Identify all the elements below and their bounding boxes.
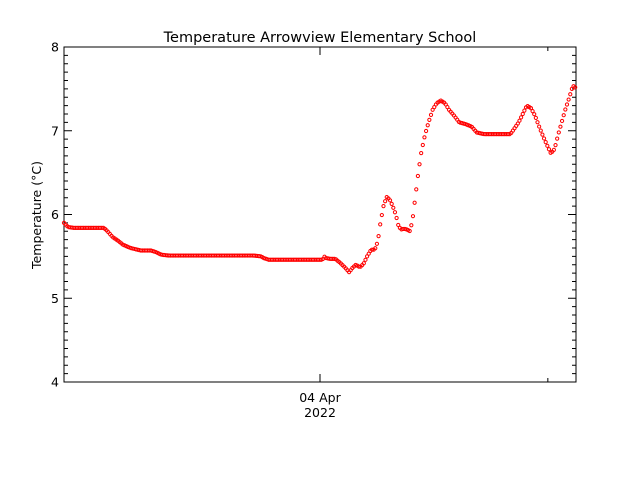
data-point xyxy=(423,128,429,134)
data-point xyxy=(374,241,380,246)
data-point xyxy=(378,222,383,227)
data-point xyxy=(376,234,381,239)
data-point xyxy=(520,111,525,117)
data-point xyxy=(563,107,568,112)
data-point xyxy=(409,223,414,228)
data-point xyxy=(428,112,434,117)
data-point xyxy=(363,257,368,262)
data-point xyxy=(407,228,412,234)
data-point xyxy=(540,132,545,137)
data-point xyxy=(415,173,420,179)
data-point xyxy=(530,109,535,114)
data-point xyxy=(545,143,550,148)
data-point xyxy=(373,246,378,251)
data-point xyxy=(543,140,548,145)
data-point xyxy=(559,118,565,124)
y-tick-label: 7 xyxy=(51,123,59,138)
data-point xyxy=(519,115,524,120)
data-point xyxy=(427,117,432,122)
data-point xyxy=(387,198,393,203)
data-point xyxy=(528,106,534,111)
y-tick-label: 8 xyxy=(51,40,59,55)
data-point xyxy=(392,210,398,215)
y-tick-label: 5 xyxy=(51,291,59,306)
data-point xyxy=(573,85,578,90)
x-tick-label-year: 2022 xyxy=(304,405,336,420)
data-point xyxy=(556,130,561,135)
data-point xyxy=(361,261,366,266)
data-point xyxy=(537,124,542,129)
data-point xyxy=(419,150,424,156)
data-point xyxy=(369,247,375,252)
data-point xyxy=(389,201,394,206)
data-point xyxy=(558,124,563,129)
data-point xyxy=(538,128,543,133)
data-point xyxy=(553,143,558,148)
data-point xyxy=(561,113,566,118)
data-point xyxy=(394,215,399,221)
data-point xyxy=(564,102,570,107)
data-point xyxy=(566,97,571,102)
data-point xyxy=(420,142,425,148)
y-tick-label: 6 xyxy=(51,207,59,222)
data-point xyxy=(535,120,540,125)
data-point xyxy=(522,108,527,113)
plot-area-frame xyxy=(63,46,577,383)
temperature-series xyxy=(61,84,578,275)
data-point xyxy=(422,135,427,140)
data-point xyxy=(410,214,416,219)
data-point xyxy=(383,199,388,204)
data-point xyxy=(412,200,417,205)
data-point xyxy=(425,123,430,128)
data-point xyxy=(532,112,537,117)
chart-title: Temperature Arrowview Elementary School xyxy=(163,30,477,46)
data-point xyxy=(356,264,362,269)
y-axis: 4 5 6 7 8 xyxy=(51,40,576,390)
data-point xyxy=(379,212,384,218)
data-point xyxy=(555,136,560,141)
data-point xyxy=(414,187,419,192)
data-point xyxy=(417,162,422,167)
data-point xyxy=(541,136,547,141)
data-point xyxy=(396,222,401,228)
x-tick-label: 04 Apr xyxy=(299,390,341,405)
data-point xyxy=(391,205,396,210)
data-point xyxy=(381,204,386,209)
data-point xyxy=(533,115,538,120)
y-tick-label: 4 xyxy=(51,375,59,390)
data-point xyxy=(568,92,573,97)
y-axis-label: Temperature (°C) xyxy=(29,161,44,270)
data-point xyxy=(551,147,556,152)
data-point xyxy=(546,147,552,152)
data-point xyxy=(517,118,522,123)
